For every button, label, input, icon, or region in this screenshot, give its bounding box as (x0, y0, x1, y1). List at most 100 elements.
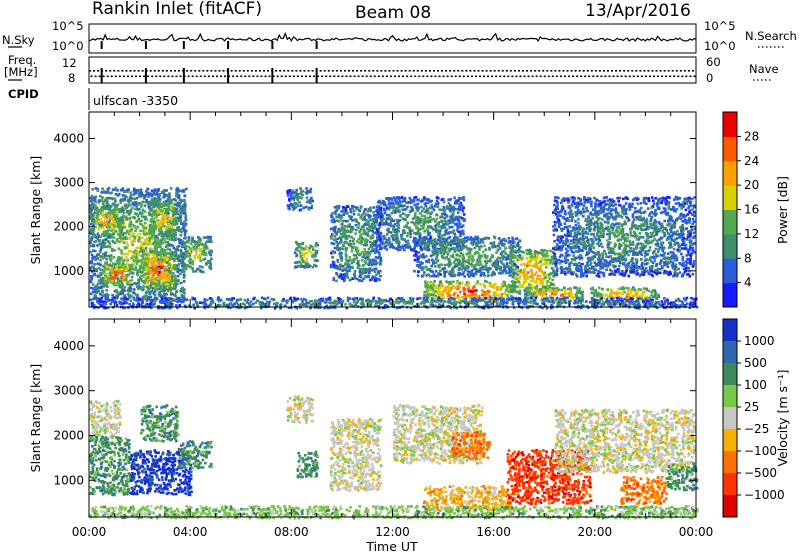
range-cell (153, 242, 156, 245)
nave-dot (400, 70, 403, 72)
range-cell (487, 290, 490, 293)
range-cell (105, 261, 108, 264)
range-cell (433, 290, 437, 293)
range-cell (92, 267, 96, 270)
range-cell (89, 266, 92, 270)
range-cell (339, 265, 342, 268)
range-cell (96, 244, 99, 247)
range-cell (301, 242, 304, 245)
range-cell (149, 251, 152, 254)
range-cell (105, 237, 108, 241)
range-cell (180, 264, 184, 268)
range-cell (147, 285, 151, 288)
range-cell (371, 241, 375, 245)
range-cell (132, 187, 136, 191)
range-cell (152, 190, 156, 193)
freq-dot (199, 75, 202, 78)
range-cell (413, 223, 416, 226)
range-cell (424, 281, 428, 285)
range-cell (305, 192, 309, 195)
range-cell (331, 212, 334, 215)
range-cell (184, 204, 187, 207)
range-cell (427, 285, 431, 289)
range-cell (424, 216, 427, 220)
freq-dot (159, 75, 162, 78)
range-cell (390, 217, 394, 221)
range-cell (121, 225, 125, 229)
range-cell (201, 252, 204, 255)
range-cell (105, 282, 108, 286)
range-cell (295, 242, 299, 245)
freq-dot (244, 75, 247, 78)
freq-dot (236, 75, 239, 78)
range-cell (454, 242, 458, 246)
range-cell (162, 283, 165, 287)
range-cell (101, 211, 104, 214)
range-cell (364, 260, 367, 263)
nave-dot (635, 70, 638, 72)
range-cell (464, 240, 467, 243)
range-cell (379, 274, 382, 278)
range-cell (343, 232, 347, 235)
range-cell (462, 198, 466, 202)
range-cell (484, 264, 488, 268)
freq-dot (523, 75, 526, 78)
range-cell (123, 197, 126, 200)
range-cell (179, 189, 182, 192)
range-cell (91, 265, 95, 268)
range-cell (188, 261, 192, 265)
range-cell (128, 281, 132, 284)
range-cell (138, 194, 142, 198)
range-cell (384, 220, 388, 223)
freq-dot (636, 75, 639, 78)
range-cell (155, 209, 158, 213)
range-cell (145, 199, 149, 202)
range-cell (428, 267, 432, 271)
range-cell (445, 215, 449, 218)
range-cell (443, 286, 447, 289)
range-cell (487, 246, 491, 250)
range-cell (180, 251, 184, 255)
range-cell (379, 269, 382, 273)
range-cell (132, 234, 135, 238)
range-cell (192, 270, 195, 273)
range-cell (518, 246, 521, 249)
range-cell (331, 219, 334, 223)
range-cell (151, 257, 155, 260)
range-cell (436, 205, 440, 209)
range-cell (146, 187, 149, 191)
range-cell (501, 284, 505, 288)
range-cell (443, 226, 447, 229)
range-cell (157, 226, 160, 229)
range-cell (171, 292, 174, 296)
range-cell (396, 246, 399, 250)
nave-dot (347, 70, 350, 72)
freq-dot (300, 75, 303, 78)
range-cell (452, 246, 456, 250)
range-cell (145, 267, 148, 271)
range-cell (505, 262, 509, 265)
freq-dot (252, 75, 255, 78)
range-cell (115, 210, 119, 214)
range-cell (98, 239, 101, 243)
range-cell (129, 250, 133, 253)
range-cell (179, 208, 182, 212)
range-cell (142, 227, 146, 230)
range-cell (377, 271, 380, 275)
range-cell (100, 277, 103, 280)
range-cell (193, 240, 196, 243)
range-cell (133, 261, 137, 265)
range-cell (144, 243, 148, 246)
range-cell (434, 294, 438, 298)
range-cell (336, 242, 340, 246)
range-cell (395, 233, 398, 236)
range-cell (111, 249, 114, 253)
freq-dot (110, 75, 113, 78)
range-cell (299, 265, 303, 268)
range-cell (420, 248, 423, 252)
range-cell (418, 220, 421, 224)
range-cell (447, 241, 451, 245)
range-cell (452, 271, 455, 274)
range-cell (494, 260, 497, 264)
freq-dot (94, 75, 97, 78)
